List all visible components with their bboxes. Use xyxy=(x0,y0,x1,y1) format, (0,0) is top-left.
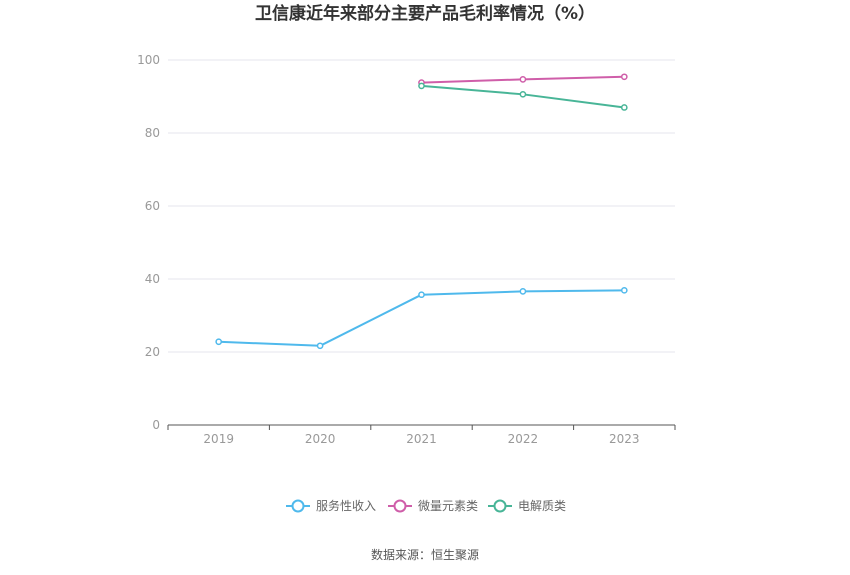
series-lines xyxy=(215,73,628,350)
y-tick-label: 100 xyxy=(137,53,160,67)
legend-swatch-marker xyxy=(493,499,507,513)
legend-label: 服务性收入 xyxy=(316,498,376,513)
legend-item-1[interactable]: 服务性收入 xyxy=(286,498,376,513)
data-point[interactable] xyxy=(519,75,527,83)
data-point[interactable] xyxy=(519,288,527,295)
y-tick-label: 20 xyxy=(145,345,160,359)
x-tick-label: 2021 xyxy=(406,432,437,446)
x-tick-label: 2020 xyxy=(305,432,336,446)
axes: 0 20 40 60 80 100 2019 2020 2021 2022 2023 xyxy=(137,53,676,446)
x-tick-label: 2022 xyxy=(508,432,539,446)
data-point[interactable] xyxy=(316,342,324,350)
chart-title: 卫信康近年来部分主要产品毛利率情况（%） xyxy=(255,3,595,24)
data-point[interactable] xyxy=(418,291,425,299)
source-note: 数据来源：恒生聚源 xyxy=(371,547,479,562)
x-tick-label: 2023 xyxy=(609,432,640,446)
legend-swatch-marker xyxy=(393,499,407,513)
legend-swatch-marker xyxy=(291,499,305,513)
grid xyxy=(168,59,675,353)
data-point[interactable] xyxy=(215,338,223,346)
y-tick-label: 60 xyxy=(145,199,160,213)
series-line-1 xyxy=(218,289,625,347)
x-tick-label: 2019 xyxy=(203,432,234,446)
data-point[interactable] xyxy=(620,73,628,81)
legend-item-3[interactable]: 电解质类 xyxy=(488,499,566,513)
legend[interactable]: 服务性收入 微量元素类 电解质类 xyxy=(286,498,566,513)
data-point[interactable] xyxy=(519,90,527,98)
legend-label: 电解质类 xyxy=(518,499,566,513)
y-tick-label: 0 xyxy=(152,418,160,432)
data-point[interactable] xyxy=(620,104,628,111)
y-tick-label: 80 xyxy=(145,126,160,140)
data-point[interactable] xyxy=(418,82,425,90)
data-point[interactable] xyxy=(620,286,628,294)
y-tick-label: 40 xyxy=(145,272,160,286)
legend-label: 微量元素类 xyxy=(418,499,478,513)
legend-item-2[interactable]: 微量元素类 xyxy=(388,499,478,513)
